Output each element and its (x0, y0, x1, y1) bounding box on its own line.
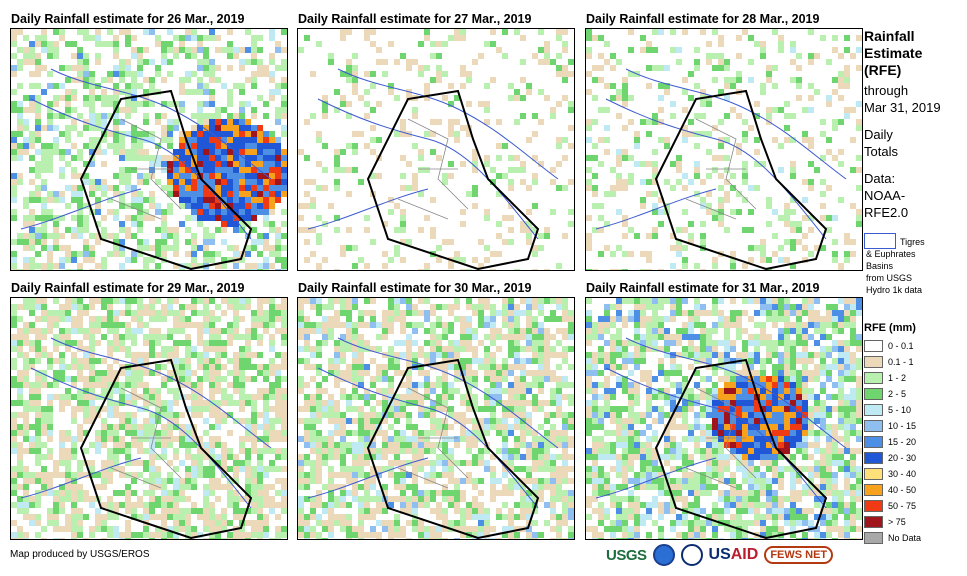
map-panel-4[interactable] (10, 297, 288, 540)
legend-item: 15 - 20 (864, 434, 916, 450)
legend-item: 2 - 5 (864, 386, 906, 402)
legend-title: RFE (mm) (864, 322, 916, 334)
panel-title-5: Daily Rainfall estimate for 30 Mar., 201… (298, 281, 532, 295)
footer-credit: Map produced by USGS/EROS (10, 549, 150, 560)
sidebar-data-source-1: NOAA- (864, 188, 906, 203)
legend-swatch (864, 388, 883, 400)
sidebar-through: through (864, 83, 909, 98)
legend-label: > 75 (888, 517, 906, 527)
usaid-logo: USAID (709, 546, 759, 564)
legend-item: 10 - 15 (864, 418, 916, 434)
legend-label: 40 - 50 (888, 485, 917, 495)
legend-label: 30 - 40 (888, 469, 917, 479)
legend-swatch (864, 340, 883, 352)
usaid-logo-a: US (708, 546, 731, 563)
legend-label: No Data (888, 533, 922, 543)
legend-label: 1 - 2 (888, 373, 907, 383)
sidebar-title-1: Rainfall (864, 28, 915, 44)
sidebar-date: Mar 31, 2019 (864, 100, 941, 115)
legend-label: 20 - 30 (888, 453, 917, 463)
basin-note-line4: from USGS (866, 273, 913, 283)
map-panel-2[interactable] (297, 28, 575, 271)
legend-item: No Data (864, 530, 921, 546)
basin-note: Tigres & Euphrates Basins from USGS Hydr… (866, 236, 966, 296)
legend-swatch (864, 452, 883, 464)
legend-item: 30 - 40 (864, 466, 916, 482)
legend-label: 15 - 20 (888, 437, 917, 447)
legend-swatch (864, 420, 883, 432)
legend-swatch (864, 404, 883, 416)
sidebar-data-label: Data: (864, 171, 896, 186)
panel-title-4: Daily Rainfall estimate for 29 Mar., 201… (11, 281, 245, 295)
rainfall-map-4 (11, 298, 287, 539)
usaid-logo-b: AID (730, 546, 759, 563)
basin-note-line1: Tigres (900, 237, 925, 247)
fews-net-logo: FEWS NET (764, 546, 834, 564)
sidebar-data-source-2: RFE2.0 (864, 205, 909, 220)
legend-swatch (864, 500, 883, 512)
map-panel-6[interactable] (585, 297, 863, 540)
legend-item: 0 - 0.1 (864, 338, 914, 354)
rainfall-map-3 (586, 29, 862, 270)
logo-strip: USGS USAID FEWS NET (606, 541, 834, 569)
sidebar-daily: Daily (864, 127, 893, 142)
usaid-seal-icon (680, 544, 703, 566)
panel-title-6: Daily Rainfall estimate for 31 Mar., 201… (586, 281, 820, 295)
sidebar-title-3: (RFE) (864, 62, 902, 78)
legend-swatch (864, 356, 883, 368)
rainfall-map-5 (298, 298, 574, 539)
map-panel-5[interactable] (297, 297, 575, 540)
map-panel-1[interactable] (10, 28, 288, 271)
legend-label: 2 - 5 (888, 389, 907, 399)
map-panel-3[interactable] (585, 28, 863, 271)
basin-outline-swatch (864, 233, 896, 249)
legend-item: 50 - 75 (864, 498, 916, 514)
legend-label: 0 - 0.1 (888, 341, 914, 351)
basin-note-line3: Basins (866, 261, 894, 271)
legend-swatch (864, 372, 883, 384)
legend-swatch (864, 532, 883, 544)
basin-note-line2: & Euphrates (866, 249, 916, 259)
legend-label: 5 - 10 (888, 405, 912, 415)
sidebar-totals: Totals (864, 144, 898, 159)
panel-title-2: Daily Rainfall estimate for 27 Mar., 201… (298, 12, 532, 26)
legend-swatch (864, 468, 883, 480)
legend-swatch (864, 436, 883, 448)
legend-label: 50 - 75 (888, 501, 917, 511)
rainfall-map-2 (298, 29, 574, 270)
rainfall-map-6 (586, 298, 862, 539)
usgs-logo: USGS (606, 546, 647, 564)
legend-label: 10 - 15 (888, 421, 917, 431)
legend-swatch (864, 516, 883, 528)
sidebar-title-2: Estimate (864, 45, 923, 61)
legend-label: 0.1 - 1 (888, 357, 914, 367)
legend-item: 20 - 30 (864, 450, 916, 466)
panel-title-1: Daily Rainfall estimate for 26 Mar., 201… (11, 12, 245, 26)
basin-note-line5: Hydro 1k data (866, 285, 923, 295)
legend-swatch (864, 484, 883, 496)
noaa-logo (652, 544, 675, 566)
legend-item: 1 - 2 (864, 370, 906, 386)
legend-item: 40 - 50 (864, 482, 916, 498)
rainfall-map-1 (11, 29, 287, 270)
panel-title-3: Daily Rainfall estimate for 28 Mar., 201… (586, 12, 820, 26)
legend-item: 5 - 10 (864, 402, 911, 418)
legend-item: 0.1 - 1 (864, 354, 914, 370)
legend-item: > 75 (864, 514, 906, 530)
